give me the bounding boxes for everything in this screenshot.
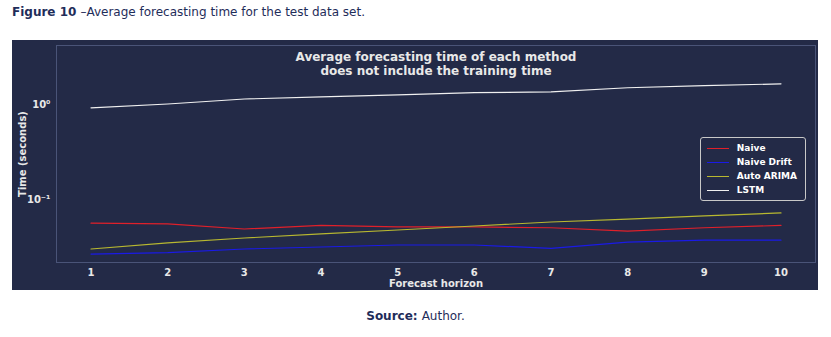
html-text:Figure 10 –Average forecasting: Figure 10 –Average forecasting time for …	[12, 5, 365, 19]
html-text:LSTM: LSTM	[736, 185, 765, 195]
svg-text:Time (seconds): Time (seconds)	[17, 111, 28, 197]
svg-text:2: 2	[164, 267, 171, 278]
svg-text:9: 9	[701, 267, 708, 278]
svg-text:Forecast horizon: Forecast horizon	[389, 278, 483, 289]
svg-text:1: 1	[88, 267, 95, 278]
svg-text:5: 5	[394, 267, 401, 278]
svg-text:10⁻¹: 10⁻¹	[27, 194, 51, 205]
svg-text:10⁰: 10⁰	[32, 99, 50, 110]
html-text:Auto ARIMA: Auto ARIMA	[736, 171, 797, 181]
svg-text:Average forecasting time of ea: Average forecasting time of each methodd…	[296, 50, 577, 78]
svg-text:10: 10	[774, 267, 788, 278]
svg-text:8: 8	[624, 267, 631, 278]
svg-text:6: 6	[471, 267, 478, 278]
svg-text:4: 4	[318, 267, 325, 278]
html-text:Naive Drift: Naive Drift	[736, 157, 792, 167]
svg-text:7: 7	[548, 267, 555, 278]
svg-text:3: 3	[241, 267, 248, 278]
html-text:Source: Author.: Source: Author.	[366, 309, 465, 323]
html-text:Naive: Naive	[736, 143, 766, 153]
